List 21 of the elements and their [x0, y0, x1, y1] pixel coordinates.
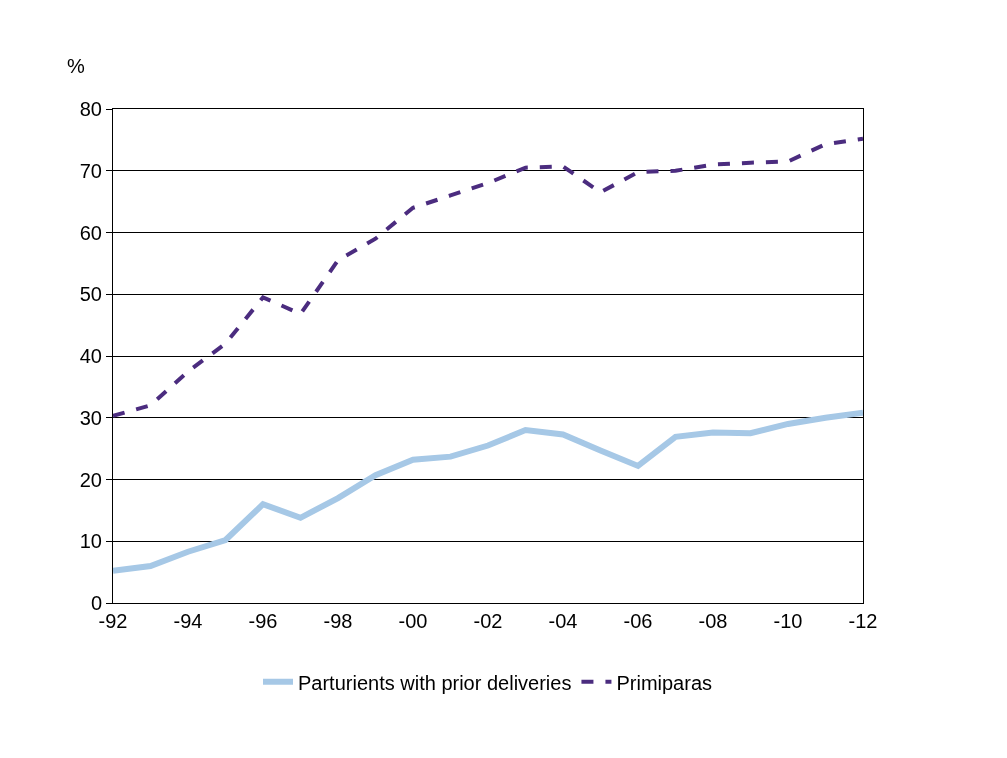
x-tick-label: -96 — [248, 610, 278, 632]
x-tick-label: -06 — [623, 610, 653, 632]
x-tick-label: -10 — [773, 610, 803, 632]
y-tick-label: 50 — [79, 283, 102, 306]
x-tick-label: -00 — [398, 610, 428, 632]
x-tick-label: -08 — [698, 610, 728, 632]
y-axis-title: % — [67, 55, 85, 77]
y-tick-label: 60 — [79, 221, 102, 244]
x-tick-label: -94 — [173, 610, 203, 632]
y-tick-label: 20 — [79, 468, 102, 491]
y-tick-label: 80 — [79, 98, 102, 120]
x-tick-label: -04 — [548, 610, 578, 632]
y-tick-label: 40 — [79, 345, 102, 367]
y-tick-label: 10 — [79, 530, 102, 553]
x-tick-label: -12 — [848, 610, 878, 632]
y-tick-label: 30 — [79, 406, 102, 429]
y-tick-label: 70 — [79, 159, 102, 182]
legend-label: Primiparas — [616, 671, 713, 694]
x-tick-label: -98 — [323, 610, 353, 632]
legend-label: Parturients with prior deliveries — [298, 671, 572, 694]
x-tick-label: -02 — [473, 610, 503, 632]
